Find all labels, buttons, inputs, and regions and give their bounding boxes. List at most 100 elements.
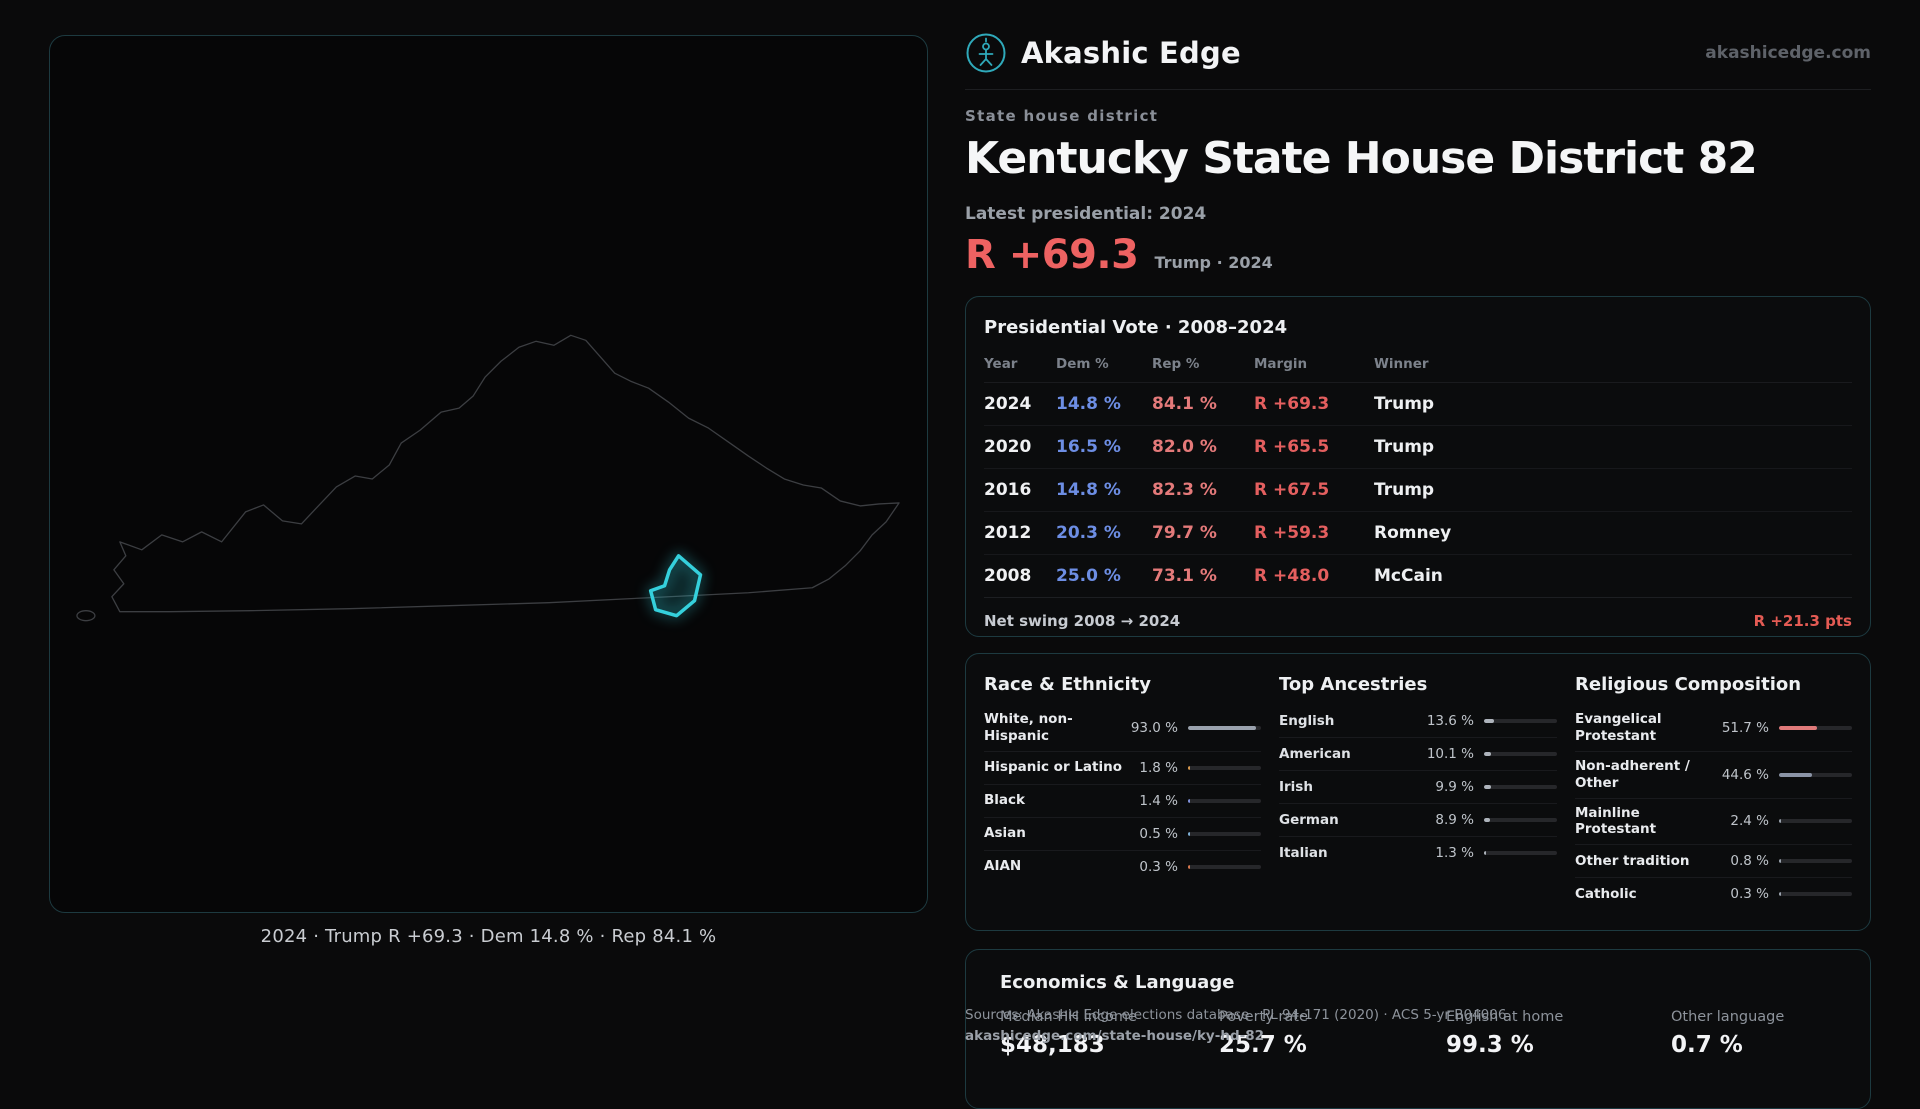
race-label: AIAN: [984, 858, 1022, 875]
ancestry-bar-fill: [1484, 752, 1492, 756]
race-label: Black: [984, 792, 1026, 809]
net-swing-row: Net swing 2008 → 2024 R +21.3 pts: [984, 597, 1852, 644]
religion-row: Non-adherent / Other 44.6 %: [1575, 752, 1852, 799]
race-row: White, non-Hispanic 93.0 %: [984, 705, 1261, 752]
race-row: Black 1.4 %: [984, 785, 1261, 818]
race-value: 93.0 %: [1130, 719, 1178, 736]
pv-year: 2012: [984, 523, 1032, 543]
religion-label: Non-adherent / Other: [1575, 757, 1690, 791]
pv-rep: 84.1 %: [1152, 394, 1217, 414]
headline-margin-context: Trump · 2024: [1154, 253, 1273, 272]
latest-presidential-label: Latest presidential: 2024: [965, 204, 1207, 224]
economics-stat: Poverty rate 25.7 %: [1219, 1009, 1446, 1058]
religion-bar: [1779, 892, 1852, 897]
pv-winner: McCain: [1374, 566, 1443, 586]
pv-dem: 25.0 %: [1056, 566, 1121, 586]
pv-rep: 82.0 %: [1152, 437, 1217, 457]
kentucky-outline: [111, 334, 900, 613]
map-caption: 2024 · Trump R +69.3 · Dem 14.8 % · Rep …: [260, 926, 717, 947]
race-bar-fill: [1188, 725, 1256, 730]
race-value: 0.5 %: [1139, 825, 1178, 842]
pv-dem: 14.8 %: [1056, 480, 1121, 500]
economics-stat-label: English at home: [1446, 1009, 1564, 1025]
religion-bar-fill: [1779, 772, 1812, 777]
economics-stats: Median HH income $48,183 Poverty rate 25.7 …: [1000, 1009, 1836, 1058]
ancestry-value: 13.6 %: [1426, 713, 1474, 729]
presidential-row: 2012 20.3 % 79.7 % R +59.3 Romney: [984, 512, 1852, 555]
economics-stat-value: 25.7 %: [1219, 1032, 1307, 1058]
religion-row: Evangelical Protestant 51.7 %: [1575, 705, 1852, 752]
ancestry-value: 8.9 %: [1435, 812, 1474, 828]
demographics-card: Race & Ethnicity White, non-Hispanic 93.0…: [965, 653, 1871, 931]
pv-margin: R +48.0: [1254, 566, 1330, 586]
pv-margin: R +65.5: [1254, 437, 1330, 457]
headline-margin-value: R +69.3: [965, 232, 1139, 278]
ancestry-bar-fill: [1484, 719, 1494, 723]
race-value: 0.3 %: [1139, 858, 1178, 875]
ancestry-row: English 13.6 %: [1279, 705, 1557, 738]
pv-year: 2020: [984, 437, 1032, 457]
col-rep: Rep %: [1152, 356, 1200, 372]
religion-bar: [1779, 859, 1852, 864]
ancestry-row: Irish 9.9 %: [1279, 771, 1557, 804]
sources-footer: Sources: Akashic Edge elections database…: [965, 1005, 1506, 1047]
ancestry-bar: [1484, 752, 1557, 756]
race-title: Race & Ethnicity: [984, 674, 1151, 695]
pv-year: 2016: [984, 480, 1032, 500]
presidential-table-body: 2024 14.8 % 84.1 % R +69.3 Trump 2020 16.5 % 82…: [984, 383, 1852, 597]
religion-value: 44.6 %: [1721, 766, 1769, 783]
district-82-shape[interactable]: [648, 554, 703, 618]
race-value: 1.4 %: [1139, 792, 1178, 809]
akashic-logo-icon: [966, 33, 1006, 73]
presidential-table-header: Year Dem % Rep % Margin Winner: [984, 346, 1852, 383]
brand-domain-link[interactable]: akashicedge.com: [1705, 43, 1871, 63]
economics-stat-value: 0.7 %: [1671, 1032, 1743, 1058]
religion-bar-fill: [1779, 859, 1781, 864]
ancestry-row: German 8.9 %: [1279, 804, 1557, 837]
race-value: 1.8 %: [1139, 759, 1178, 776]
pv-rep: 79.7 %: [1152, 523, 1217, 543]
race-row: Hispanic or Latino 1.8 %: [984, 752, 1261, 785]
district-map-panel[interactable]: [49, 35, 928, 913]
pv-dem: 14.8 %: [1056, 394, 1121, 414]
permalink[interactable]: akashicedge.com/state-house/ky-hd-82: [965, 1028, 1264, 1044]
economics-stat-label: Poverty rate: [1219, 1009, 1308, 1025]
ancestry-bar-fill: [1484, 785, 1492, 789]
religion-value: 0.3 %: [1730, 886, 1769, 903]
ancestry-value: 1.3 %: [1435, 845, 1474, 861]
economics-stat: Median HH income $48,183: [1000, 1009, 1219, 1058]
pv-margin: R +69.3: [1254, 394, 1330, 414]
religion-value: 2.4 %: [1730, 813, 1769, 830]
religion-bar: [1779, 772, 1852, 777]
detail-column: Akashic Edge akashicedge.com State house…: [965, 0, 1871, 1109]
ancestry-bar: [1484, 818, 1557, 822]
ancestry-label: American: [1279, 745, 1351, 762]
economics-stat: Other language 0.7 %: [1671, 1009, 1836, 1058]
ancestry-row: American 10.1 %: [1279, 738, 1557, 771]
page-title: Kentucky State House District 82: [965, 133, 1758, 184]
economics-stat-label: Median HH income: [1000, 1009, 1137, 1025]
kentucky-bend-outline: [76, 610, 96, 622]
race-bar: [1188, 765, 1261, 770]
page: { "theme": { "accent_teal": "#2fa9ba", "…: [49, 0, 1871, 1109]
site-header: Akashic Edge akashicedge.com: [965, 32, 1871, 74]
economics-stat-value: 99.3 %: [1446, 1032, 1534, 1058]
ancestry-label: Irish: [1279, 778, 1313, 795]
race-label: White, non-Hispanic: [984, 711, 1073, 744]
race-rows: White, non-Hispanic 93.0 % Hispanic or Lat…: [984, 705, 1261, 883]
net-swing-label: Net swing 2008 → 2024: [984, 612, 1181, 630]
pv-margin: R +67.5: [1254, 480, 1330, 500]
pv-margin: R +59.3: [1254, 523, 1330, 543]
header-divider: [965, 89, 1871, 90]
headline-margin-row: R +69.3 Trump · 2024: [965, 232, 1273, 278]
race-row: Asian 0.5 %: [984, 818, 1261, 851]
net-swing-value: R +21.3 pts: [1753, 612, 1852, 630]
pv-winner: Trump: [1374, 394, 1435, 414]
economics-stat: English at home 99.3 %: [1446, 1009, 1671, 1058]
religion-label: Mainline Protestant: [1575, 804, 1657, 838]
brand-name: Akashic Edge: [1021, 36, 1241, 70]
col-dem: Dem %: [1056, 356, 1109, 372]
ancestry-bar-fill: [1484, 818, 1491, 822]
pv-rep: 82.3 %: [1152, 480, 1217, 500]
ancestry-label: English: [1279, 712, 1335, 729]
